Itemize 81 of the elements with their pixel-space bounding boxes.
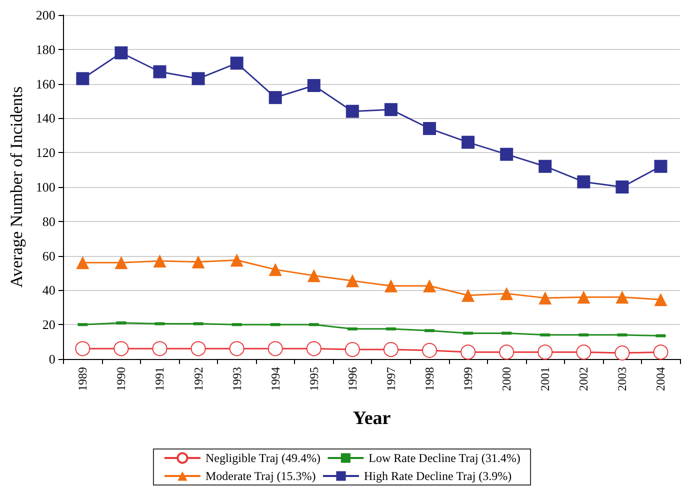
x-tick-label: 2003 [615,367,630,391]
point [462,288,475,302]
y-tick-label: 20 [42,317,56,332]
x-tick-label: 1993 [230,367,244,391]
point [538,291,552,304]
point [346,274,359,288]
x-tick-label: 1991 [152,367,167,391]
point [616,180,629,194]
x-tick-label: 1994 [268,367,282,391]
y-axis-title: Average Number of Incidents [7,86,26,288]
x-tick-label: 1996 [345,367,360,391]
point [499,344,514,360]
legend-label: High Rate Decline Traj (3.9%) [364,469,512,483]
point [230,56,244,70]
point [500,287,514,300]
point [114,256,128,270]
y-tick-label: 160 [36,76,56,92]
point [462,136,475,149]
y-tick-label: 0 [48,352,56,366]
x-tick-label: 2004 [654,367,668,391]
point [422,342,438,358]
y-tick-label: 60 [42,248,56,264]
point [230,254,244,267]
point [114,46,128,60]
point [190,341,206,356]
x-tick-label: 2000 [500,367,514,391]
point [153,65,166,78]
legend-label: Low Rate Decline Traj (31.4%) [368,451,520,465]
x-tick-label: 2002 [576,367,591,391]
point [654,160,668,173]
point [538,344,553,360]
point [76,256,90,270]
y-tick-label: 80 [42,214,56,229]
point [614,345,630,360]
legend-label: Negligible Traj (49.4%) [205,451,320,465]
y-tick-label: 100 [36,180,56,194]
point [384,279,398,292]
point [152,341,168,356]
legend-label: Moderate Traj (15.3%) [205,469,316,483]
point [577,175,590,188]
point [460,344,476,360]
x-axis-title: Year [352,408,392,429]
x-tick-label: 1997 [384,367,398,391]
point [538,160,552,173]
point [306,341,322,356]
y-tick-label: 200 [36,8,56,22]
point [423,279,436,292]
y-tick-label: 40 [42,282,56,298]
point [307,269,320,282]
point [383,342,398,358]
point [229,341,244,356]
point [423,122,436,136]
point [114,341,129,356]
x-tick-label: 1992 [191,367,206,391]
x-tick-label: 1995 [306,367,321,391]
point [192,72,205,86]
point [75,341,90,356]
point [153,254,166,268]
point [268,263,282,276]
point [654,293,668,306]
point [500,148,514,161]
point [192,255,205,268]
point [577,290,590,304]
y-tick-label: 180 [36,42,56,57]
point [653,344,668,360]
x-tick-label: 1998 [422,367,437,391]
x-tick-label: 1989 [76,367,90,391]
x-tick-label: 1999 [461,367,476,391]
point [268,341,283,356]
point [344,342,360,358]
x-tick-label: 2001 [538,367,552,391]
x-tick-label: 1990 [114,367,128,391]
point [384,103,398,116]
point [307,79,320,92]
point [576,344,592,360]
point [346,104,359,118]
y-tick-label: 140 [36,110,56,126]
point [616,290,629,304]
point [268,91,282,104]
point [76,72,90,86]
y-tick-label: 120 [36,145,56,160]
